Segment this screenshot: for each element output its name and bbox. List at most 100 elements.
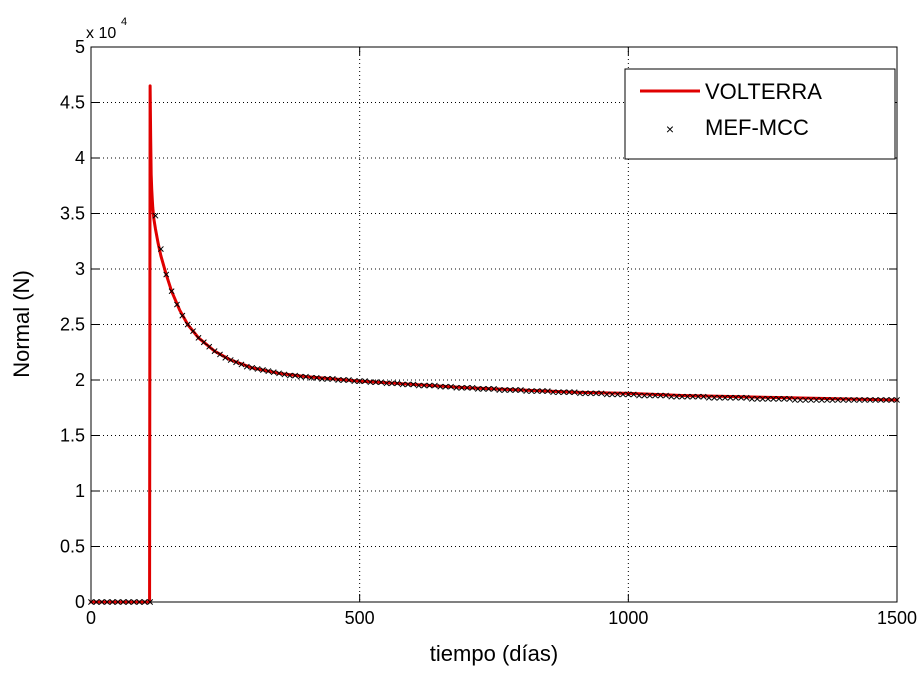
mef-mcc-marker-stroke-b <box>480 385 487 392</box>
mef-mcc-marker <box>329 375 336 382</box>
mef-mcc-marker-stroke-b <box>534 388 540 395</box>
mef-mcc-marker-stroke-b <box>689 393 696 400</box>
mef-mcc-marker-stroke-b <box>894 397 900 403</box>
mef-mcc-marker-stroke-b <box>566 389 573 396</box>
mef-mcc-marker-stroke-b <box>217 351 223 358</box>
mef-mcc-marker-stroke-b <box>657 392 664 399</box>
mef-mcc-marker <box>217 351 223 358</box>
mef-mcc-marker <box>765 395 771 402</box>
mef-mcc-marker-stroke-b <box>485 385 492 392</box>
mef-mcc-marker <box>313 374 320 381</box>
mef-mcc-marker <box>577 390 583 397</box>
mef-mcc-marker <box>496 387 503 393</box>
mef-mcc-marker <box>136 599 143 605</box>
mef-mcc-marker-stroke-b <box>98 599 105 605</box>
mef-mcc-marker <box>437 383 444 390</box>
mef-mcc-marker-stroke-b <box>104 599 111 605</box>
mef-mcc-marker <box>93 599 100 605</box>
mef-mcc-marker <box>281 371 288 378</box>
mef-mcc-marker <box>705 394 712 401</box>
mef-mcc-marker-stroke-b <box>609 391 616 398</box>
mef-mcc-marker-stroke-b <box>641 392 648 399</box>
mef-mcc-marker-stroke-b <box>200 339 207 346</box>
mef-mcc-marker-stroke-b <box>770 395 777 402</box>
mef-mcc-marker <box>238 361 245 368</box>
x-tick-label: 500 <box>345 608 375 628</box>
mef-mcc-marker-stroke-b <box>523 388 530 395</box>
mef-mcc-marker-stroke-b <box>345 377 352 383</box>
mef-mcc-marker-stroke-b <box>662 392 669 399</box>
mef-mcc-marker <box>426 382 433 389</box>
mef-mcc-marker-stroke-b <box>722 394 729 401</box>
mef-mcc-marker-stroke-b <box>448 383 454 390</box>
mef-mcc-marker <box>668 393 675 400</box>
mef-mcc-marker-stroke-b <box>802 397 809 403</box>
mef-mcc-marker-stroke-b <box>88 599 94 605</box>
mef-mcc-marker-stroke-b <box>93 599 100 605</box>
mef-mcc-marker <box>829 397 836 403</box>
mef-mcc-marker-stroke-b <box>367 379 374 386</box>
y-tick-label: 4.5 <box>60 93 85 113</box>
mef-mcc-marker <box>560 389 567 396</box>
mef-mcc-marker <box>270 369 277 376</box>
mef-mcc-marker <box>410 381 417 388</box>
mef-mcc-marker-stroke-b <box>748 395 755 402</box>
mef-mcc-marker <box>399 381 406 388</box>
mef-mcc-marker <box>528 388 535 395</box>
mef-mcc-marker-stroke-b <box>442 383 449 390</box>
mef-mcc-marker-stroke-b <box>469 384 476 391</box>
x-tick-label: 1500 <box>877 608 917 628</box>
mef-mcc-marker <box>609 391 616 398</box>
y-tick-label: 4 <box>75 148 85 168</box>
mef-mcc-marker <box>824 397 831 403</box>
mef-mcc-marker-stroke-b <box>577 390 583 397</box>
mef-mcc-marker <box>501 387 508 393</box>
mef-mcc-marker <box>614 391 621 398</box>
mef-mcc-marker <box>598 390 605 397</box>
mef-mcc-marker <box>114 599 121 605</box>
mef-mcc-marker-stroke-b <box>861 397 868 403</box>
mef-mcc-marker-stroke-b <box>743 394 750 401</box>
mef-mcc-marker-stroke-b <box>335 377 342 383</box>
series-volterra-line <box>89 84 899 604</box>
mef-mcc-marker <box>206 343 213 350</box>
mef-mcc-marker <box>98 599 105 605</box>
mef-mcc-marker-stroke-b <box>813 397 820 403</box>
mef-mcc-marker <box>474 385 481 392</box>
mef-mcc-marker-stroke-b <box>630 391 637 398</box>
mef-mcc-marker-stroke-b <box>383 380 390 387</box>
mef-mcc-marker <box>184 321 191 328</box>
mef-mcc-marker-stroke-b <box>286 372 293 379</box>
y-tick-label: 3 <box>75 259 85 279</box>
mef-mcc-marker-stroke-b <box>324 375 331 382</box>
mef-mcc-marker-stroke-b <box>131 599 137 605</box>
mef-mcc-marker <box>383 380 390 387</box>
mef-mcc-marker <box>163 271 170 278</box>
mef-mcc-marker <box>732 394 739 401</box>
mef-mcc-marker <box>340 377 347 383</box>
mef-mcc-marker-stroke-b <box>437 383 444 390</box>
y-tick-label: 2 <box>75 370 85 390</box>
mef-mcc-marker <box>222 354 229 361</box>
mef-mcc-marker <box>641 392 648 399</box>
mef-mcc-marker <box>480 385 487 392</box>
y-exponent-power: 4 <box>121 16 127 28</box>
y-tick-label: 1 <box>75 481 85 501</box>
mef-mcc-marker <box>179 312 186 319</box>
mef-mcc-marker <box>791 397 798 403</box>
y-axis-label: Normal (N) <box>9 270 34 378</box>
mef-mcc-marker-stroke-b <box>711 394 718 401</box>
mef-mcc-marker-stroke-b <box>458 384 465 391</box>
mef-mcc-marker-stroke-b <box>727 394 734 401</box>
mef-mcc-marker-stroke-b <box>362 378 368 385</box>
mef-mcc-marker-stroke-b <box>781 395 788 402</box>
mef-mcc-marker-stroke-b <box>109 599 116 605</box>
mef-mcc-marker <box>888 397 895 403</box>
legend-box <box>624 68 896 160</box>
mef-mcc-marker-stroke-b <box>517 387 524 393</box>
mef-mcc-marker <box>646 392 653 399</box>
mef-mcc-marker <box>636 392 643 399</box>
mef-mcc-marker-stroke-b <box>834 397 841 403</box>
mef-mcc-marker-stroke-b <box>152 212 159 219</box>
